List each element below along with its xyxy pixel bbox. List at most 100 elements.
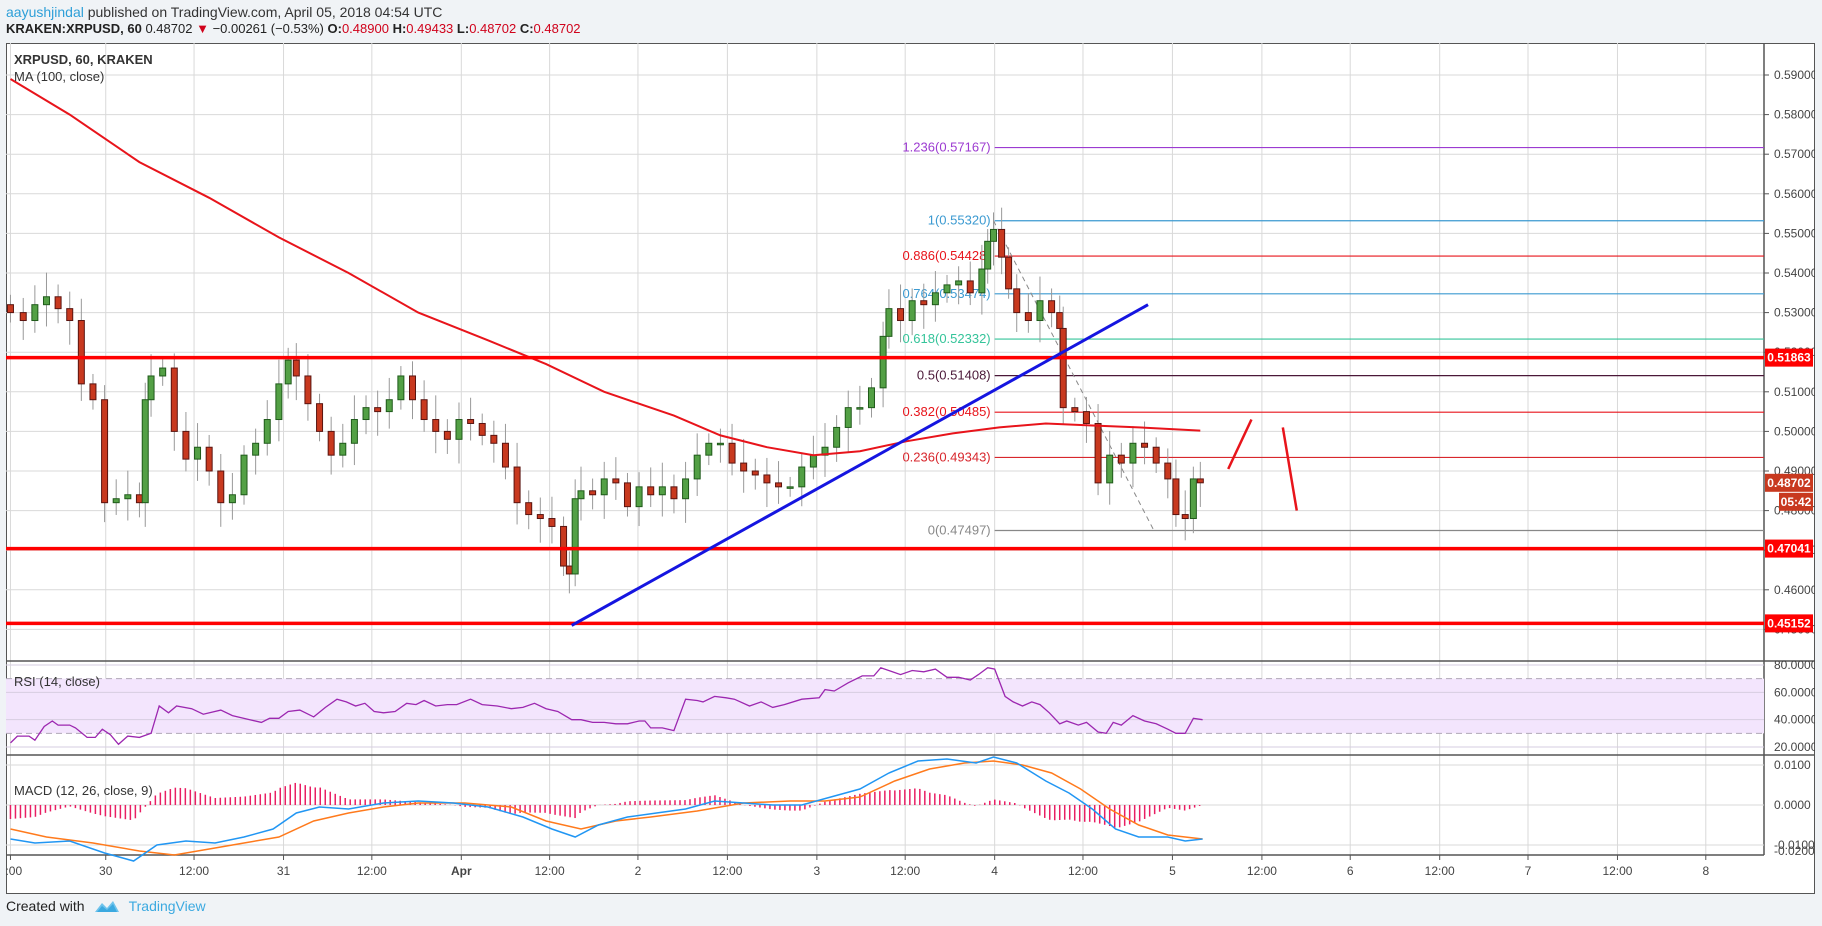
candle-up (879, 335, 887, 389)
price-axis-label: 0.51000 (1774, 385, 1815, 399)
candle-down (135, 494, 143, 504)
time-axis-label: 12:00 (1247, 864, 1277, 878)
rsi-axis-label: 20.0000 (1774, 740, 1815, 754)
rsi-legend[interactable]: RSI (14, close) (14, 674, 100, 689)
candle-down (775, 482, 783, 488)
candle-down (66, 308, 74, 322)
candle-up (124, 494, 132, 500)
candle-down (1005, 256, 1013, 290)
candle-down (409, 375, 417, 401)
price-axis-badge (1765, 348, 1813, 367)
candle-down (327, 430, 335, 456)
time-axis-label: 2:00 (6, 864, 22, 878)
candle-up (350, 419, 358, 444)
candle-down (182, 430, 190, 460)
fib-level-label: 0.236(0.49343) (902, 449, 990, 464)
candle-up (263, 419, 271, 444)
candle-up (112, 498, 120, 504)
candle-down (612, 478, 620, 484)
candle-up (252, 442, 260, 456)
price-axis-badge-text: 05:42 (1781, 495, 1812, 509)
candle-up (147, 375, 155, 401)
candle-down (89, 383, 97, 401)
price-axis-label: 0.46000 (1774, 583, 1815, 597)
candle-down (565, 565, 573, 575)
candle-down (740, 462, 748, 472)
time-axis-label: 12:00 (535, 864, 565, 878)
ma-legend[interactable]: MA (100, close) (14, 69, 105, 84)
candle-down (54, 296, 62, 310)
candle-up (885, 308, 893, 337)
macd-signal-line (10, 760, 1203, 856)
candle-down (432, 419, 440, 432)
time-axis-label: 4 (991, 864, 998, 878)
candle-down (170, 367, 178, 432)
candle-down (1059, 327, 1067, 409)
candle-down (1071, 407, 1079, 413)
price-axis-label: 0.56000 (1774, 187, 1815, 201)
high-label: H: (392, 21, 407, 36)
open-value: 0.48900 (341, 21, 389, 36)
fib-level-label: 0.618(0.52332) (902, 331, 990, 346)
fib-level-label: 0(0.47497) (928, 523, 991, 538)
projection-stroke (1281, 427, 1299, 511)
candle-down (536, 514, 544, 520)
candle-down (6, 304, 14, 314)
price-axis-label: 0.50000 (1774, 424, 1815, 438)
published-text: published on TradingView.com, April 05, … (87, 4, 443, 20)
candle-up (693, 454, 701, 480)
candle-down (897, 308, 905, 322)
candle-down (316, 403, 324, 432)
time-axis-label: 12:00 (1602, 864, 1632, 878)
created-with-text: Created with (6, 898, 85, 914)
candle-down (374, 407, 382, 413)
candle-up (194, 446, 202, 460)
candle-down (998, 228, 1006, 258)
ascending-trendline[interactable] (570, 303, 1149, 627)
high-value: 0.49433 (406, 21, 454, 36)
candle-up (682, 478, 690, 500)
time-axis-label: 12:00 (712, 864, 742, 878)
tradingview-link[interactable]: TradingView (128, 898, 206, 914)
candle-down (751, 470, 759, 476)
price-axis-label: 0.53000 (1774, 306, 1815, 320)
tradingview-logo-icon (94, 901, 119, 912)
candle-down (1172, 478, 1180, 516)
time-axis-label: 8 (1702, 864, 1709, 878)
candle-down (420, 399, 428, 421)
time-axis-label: 12:00 (179, 864, 209, 878)
macd-line (10, 756, 1203, 862)
candle-up (955, 280, 963, 286)
candle-down (1196, 478, 1204, 484)
candle-up (275, 383, 283, 421)
candle-down (490, 434, 498, 444)
time-axis-label: 30 (99, 864, 113, 878)
candle-down (467, 419, 475, 424)
candle-down (728, 442, 736, 464)
time-axis-label: 7 (1525, 864, 1532, 878)
candle-up (228, 494, 236, 504)
candle-down (1056, 312, 1064, 329)
low-value: 0.48702 (469, 21, 517, 36)
author-link[interactable]: aayushjindal (6, 4, 84, 20)
time-axis-label: 12:00 (1068, 864, 1098, 878)
macd-legend[interactable]: MACD (12, 26, close, 9) (14, 783, 153, 798)
price-axis-badge (1765, 473, 1813, 492)
candle-up (397, 375, 405, 401)
price-change: −0.00261 (−0.53%) (212, 21, 324, 36)
candle-up (635, 486, 643, 508)
rsi-band (6, 678, 1764, 734)
candle-up (908, 300, 916, 322)
candle-down (292, 359, 300, 377)
candle-up (798, 466, 806, 488)
candle-up (1129, 442, 1137, 464)
candle-down (560, 525, 568, 567)
candle-up (984, 240, 992, 270)
candle-down (101, 399, 109, 504)
candle-up (1036, 300, 1044, 322)
chart-canvas[interactable]: 0.59000 0.58000 0.57000 0.56000 0.55000 0.540… (6, 43, 1815, 894)
candle-up (141, 399, 149, 504)
candle-down (443, 430, 451, 440)
candle-down (1152, 446, 1160, 464)
candle-down (77, 320, 85, 385)
